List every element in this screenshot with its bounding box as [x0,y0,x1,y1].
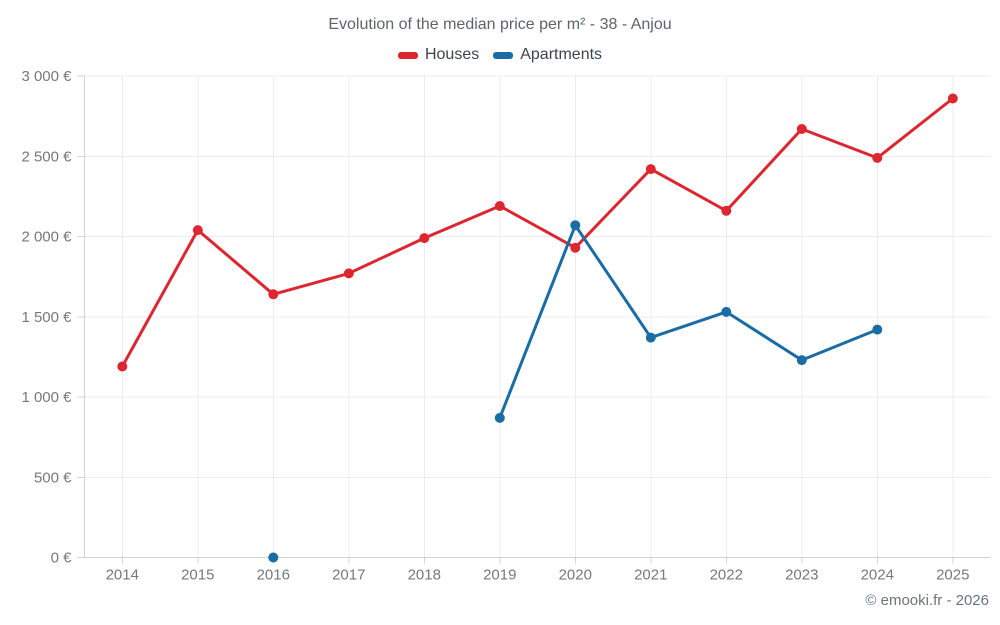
x-tick-label: 2021 [634,567,667,584]
data-point-houses-2014 [117,361,128,372]
y-tick-label: 0 € [51,550,73,567]
data-point-houses-2022 [721,205,732,216]
x-tick-label: 2022 [710,567,743,584]
data-point-apartments-2023 [796,355,807,366]
y-tick-label: 1 000 € [21,389,72,406]
legend-item-houses[interactable]: Houses [397,46,480,64]
legend: Houses Apartments [0,46,1000,64]
data-point-houses-2020 [570,242,581,253]
chart-title: Evolution of the median price per m² - 3… [328,16,672,33]
legend-item-apartments[interactable]: Apartments [493,46,602,64]
data-point-houses-2021 [645,164,656,175]
data-point-apartments-2021 [645,332,656,343]
x-tick-label: 2020 [559,567,592,584]
data-point-houses-2024 [872,152,883,163]
data-point-apartments-2020 [570,220,581,231]
series-line-apartments [498,223,879,420]
series-line-houses [120,97,955,368]
y-tick-label: 1 500 € [21,309,72,326]
data-point-houses-2025 [947,93,958,104]
data-point-houses-2017 [343,268,354,279]
data-point-apartments-2024 [872,324,883,335]
x-tick-label: 2023 [785,567,818,584]
data-point-apartments-2016 [268,552,279,563]
data-point-apartments-2022 [721,306,732,317]
data-point-houses-2018 [419,233,430,244]
legend-swatch-houses [397,51,418,59]
data-point-houses-2016 [268,289,279,300]
copyright-text: © emooki.fr - 2026 [865,592,989,609]
x-tick-label: 2017 [332,567,365,584]
data-point-apartments-2019 [494,412,505,423]
y-tick-label: 500 € [34,469,72,486]
y-tick-label: 3 000 € [21,68,72,85]
x-tick-label: 2015 [181,567,214,584]
legend-label: Houses [424,46,480,63]
data-point-houses-2019 [494,201,505,211]
x-tick-label: 2025 [936,567,969,584]
y-tick-label: 2 500 € [21,148,72,165]
x-tick-label: 2024 [861,567,894,584]
y-tick-label: 2 000 € [21,229,72,246]
legend-swatch-apartments [493,51,514,59]
legend-label: Apartments [520,46,603,63]
data-point-houses-2015 [192,225,203,236]
x-tick-label: 2016 [257,567,290,584]
x-tick-label: 2018 [408,567,441,584]
x-tick-label: 2019 [483,567,516,584]
x-tick-label: 2014 [106,567,139,584]
data-point-houses-2023 [796,124,807,134]
